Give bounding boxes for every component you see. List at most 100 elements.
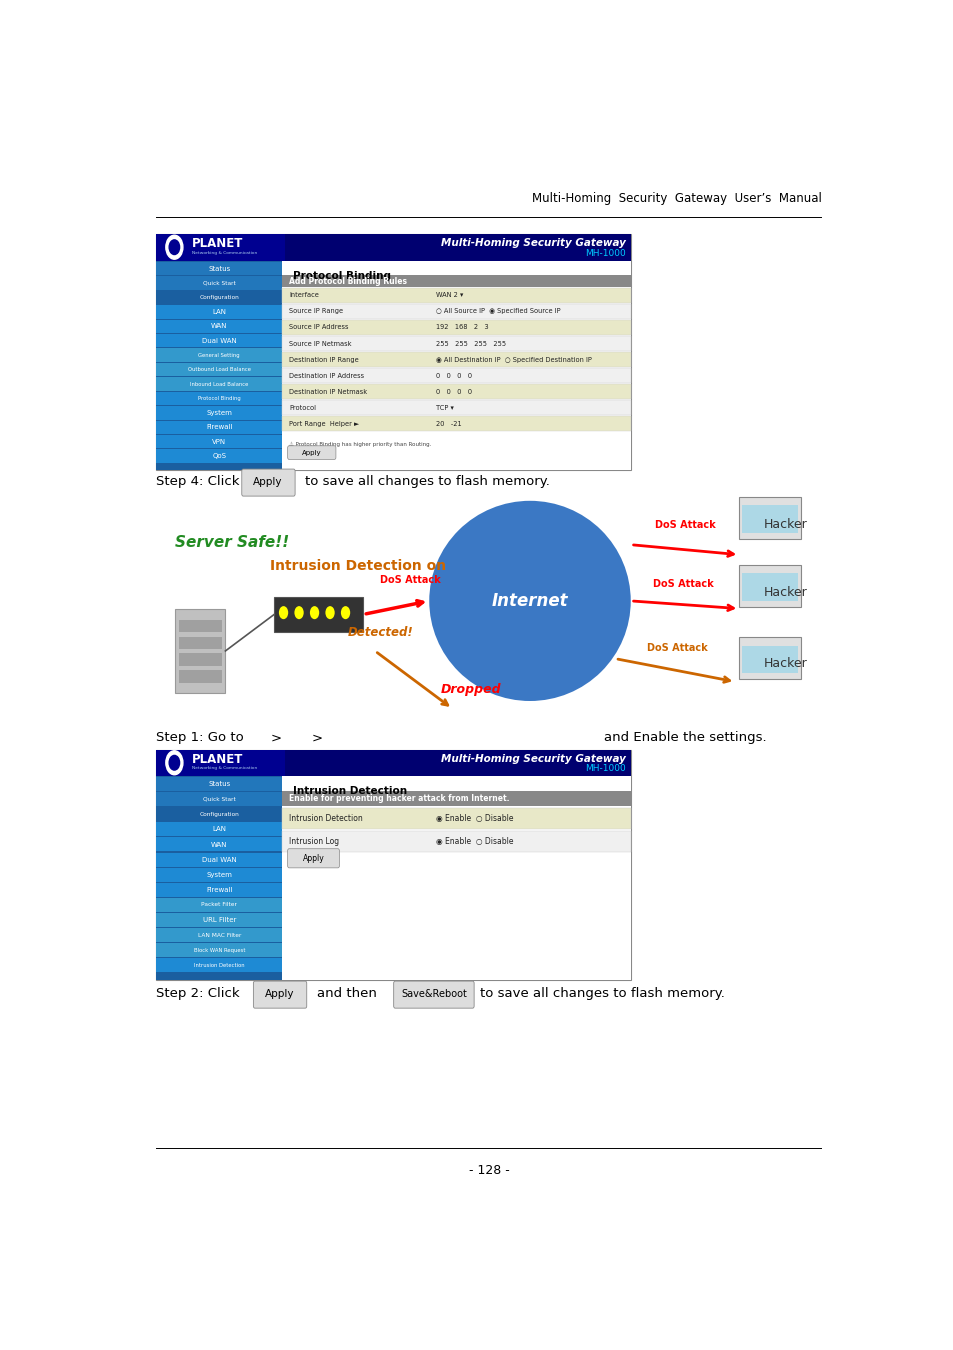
- FancyBboxPatch shape: [156, 883, 282, 896]
- FancyBboxPatch shape: [253, 981, 307, 1008]
- FancyBboxPatch shape: [156, 958, 282, 972]
- FancyBboxPatch shape: [156, 749, 284, 776]
- FancyBboxPatch shape: [179, 671, 221, 683]
- Text: DoS Attack: DoS Attack: [646, 643, 707, 653]
- FancyBboxPatch shape: [156, 290, 282, 304]
- Text: Intrusion Detection: Intrusion Detection: [289, 814, 362, 824]
- Circle shape: [166, 235, 183, 259]
- FancyBboxPatch shape: [282, 401, 630, 416]
- Text: 0   0   0   0: 0 0 0 0: [436, 373, 471, 379]
- Text: Source IP Address: Source IP Address: [289, 324, 348, 331]
- Text: Quick Start: Quick Start: [203, 796, 235, 802]
- Text: TCP ▾: TCP ▾: [436, 405, 453, 410]
- FancyBboxPatch shape: [156, 377, 282, 390]
- Text: Apply: Apply: [302, 450, 321, 455]
- Text: Step 1: Go to: Step 1: Go to: [156, 732, 244, 744]
- Text: System: System: [206, 872, 232, 878]
- Text: Destination IP Range: Destination IP Range: [289, 356, 358, 363]
- FancyBboxPatch shape: [741, 574, 798, 601]
- Text: Step 4: Click: Step 4: Click: [156, 475, 240, 489]
- FancyBboxPatch shape: [282, 320, 630, 335]
- FancyBboxPatch shape: [156, 898, 282, 911]
- FancyBboxPatch shape: [282, 830, 630, 852]
- Text: Save&Reboot: Save&Reboot: [400, 988, 466, 999]
- Circle shape: [294, 606, 303, 620]
- Text: Intrusion Detection on: Intrusion Detection on: [270, 559, 446, 574]
- Text: DoS Attack: DoS Attack: [654, 520, 715, 529]
- FancyBboxPatch shape: [156, 234, 630, 261]
- Text: Networking & Communication: Networking & Communication: [193, 251, 257, 255]
- Text: Interface: Interface: [289, 293, 318, 298]
- Text: ◉ Enable  ○ Disable: ◉ Enable ○ Disable: [436, 837, 513, 846]
- Text: Destination IP Address: Destination IP Address: [289, 373, 364, 379]
- FancyBboxPatch shape: [156, 778, 282, 791]
- FancyBboxPatch shape: [741, 645, 798, 674]
- FancyBboxPatch shape: [274, 597, 363, 632]
- FancyBboxPatch shape: [282, 336, 630, 351]
- Text: Configuration: Configuration: [199, 294, 239, 300]
- Text: 0   0   0   0: 0 0 0 0: [436, 389, 471, 394]
- Text: Detected!: Detected!: [348, 625, 414, 639]
- Text: Protocol Binding: Protocol Binding: [293, 271, 390, 281]
- Text: Status: Status: [208, 782, 231, 787]
- Circle shape: [166, 751, 183, 775]
- FancyBboxPatch shape: [282, 807, 630, 829]
- Text: General Setting: General Setting: [198, 352, 240, 358]
- Text: Protocol: Protocol: [289, 405, 315, 410]
- Text: QoS: QoS: [213, 454, 226, 459]
- Text: MH-1000: MH-1000: [584, 764, 625, 774]
- FancyBboxPatch shape: [156, 277, 282, 290]
- Text: Configuration: Configuration: [199, 811, 239, 817]
- Text: Server Safe!!: Server Safe!!: [174, 535, 289, 549]
- FancyBboxPatch shape: [282, 416, 630, 432]
- Text: >: >: [311, 732, 322, 744]
- Text: ◉ Enable  ○ Disable: ◉ Enable ○ Disable: [436, 814, 513, 824]
- FancyBboxPatch shape: [288, 446, 335, 459]
- Text: 192   168   2   3: 192 168 2 3: [436, 324, 488, 331]
- Text: Step 2: Click: Step 2: Click: [156, 987, 240, 1000]
- FancyBboxPatch shape: [282, 791, 630, 806]
- Text: LAN: LAN: [213, 826, 226, 833]
- FancyBboxPatch shape: [156, 348, 282, 362]
- FancyBboxPatch shape: [156, 333, 282, 347]
- Circle shape: [325, 606, 335, 620]
- Text: 20   -21: 20 -21: [436, 421, 460, 427]
- FancyBboxPatch shape: [156, 261, 282, 470]
- Text: Port Range  Helper ►: Port Range Helper ►: [289, 421, 359, 427]
- FancyBboxPatch shape: [179, 620, 221, 632]
- Text: LAN: LAN: [213, 309, 226, 315]
- FancyBboxPatch shape: [179, 653, 221, 666]
- Text: and Enable the settings.: and Enable the settings.: [603, 732, 765, 744]
- Text: - 128 -: - 128 -: [468, 1164, 509, 1177]
- Text: Source IP Range: Source IP Range: [289, 308, 343, 315]
- Text: VPN: VPN: [212, 439, 226, 444]
- Circle shape: [169, 240, 179, 255]
- Text: Firewall: Firewall: [206, 887, 233, 892]
- Text: Apply: Apply: [265, 988, 294, 999]
- Text: ○ All Source IP  ◉ Specified Source IP: ○ All Source IP ◉ Specified Source IP: [436, 308, 559, 315]
- FancyBboxPatch shape: [156, 406, 282, 420]
- FancyBboxPatch shape: [282, 776, 630, 980]
- Text: WAN: WAN: [211, 841, 228, 848]
- Text: Apply: Apply: [302, 855, 324, 863]
- Text: Intrusion Detection: Intrusion Detection: [293, 786, 406, 796]
- FancyBboxPatch shape: [282, 261, 630, 470]
- FancyBboxPatch shape: [156, 435, 282, 448]
- Text: Apply: Apply: [253, 477, 282, 486]
- FancyBboxPatch shape: [156, 392, 282, 405]
- Text: Destination IP Netmask: Destination IP Netmask: [289, 389, 367, 394]
- Text: Multi-Homing  Security  Gateway  User’s  Manual: Multi-Homing Security Gateway User’s Man…: [531, 193, 821, 205]
- FancyBboxPatch shape: [156, 807, 282, 821]
- FancyBboxPatch shape: [156, 913, 282, 927]
- Text: Multi-Homing Security Gateway: Multi-Homing Security Gateway: [440, 238, 625, 248]
- FancyBboxPatch shape: [282, 288, 630, 302]
- FancyBboxPatch shape: [156, 944, 282, 957]
- FancyBboxPatch shape: [156, 868, 282, 882]
- Ellipse shape: [429, 501, 630, 701]
- FancyBboxPatch shape: [156, 420, 282, 433]
- FancyBboxPatch shape: [739, 564, 801, 608]
- Text: Hacker: Hacker: [763, 657, 807, 670]
- Text: Dual WAN: Dual WAN: [202, 857, 236, 863]
- Text: LAN MAC Filter: LAN MAC Filter: [197, 933, 241, 937]
- Text: Source IP Netmask: Source IP Netmask: [289, 340, 352, 347]
